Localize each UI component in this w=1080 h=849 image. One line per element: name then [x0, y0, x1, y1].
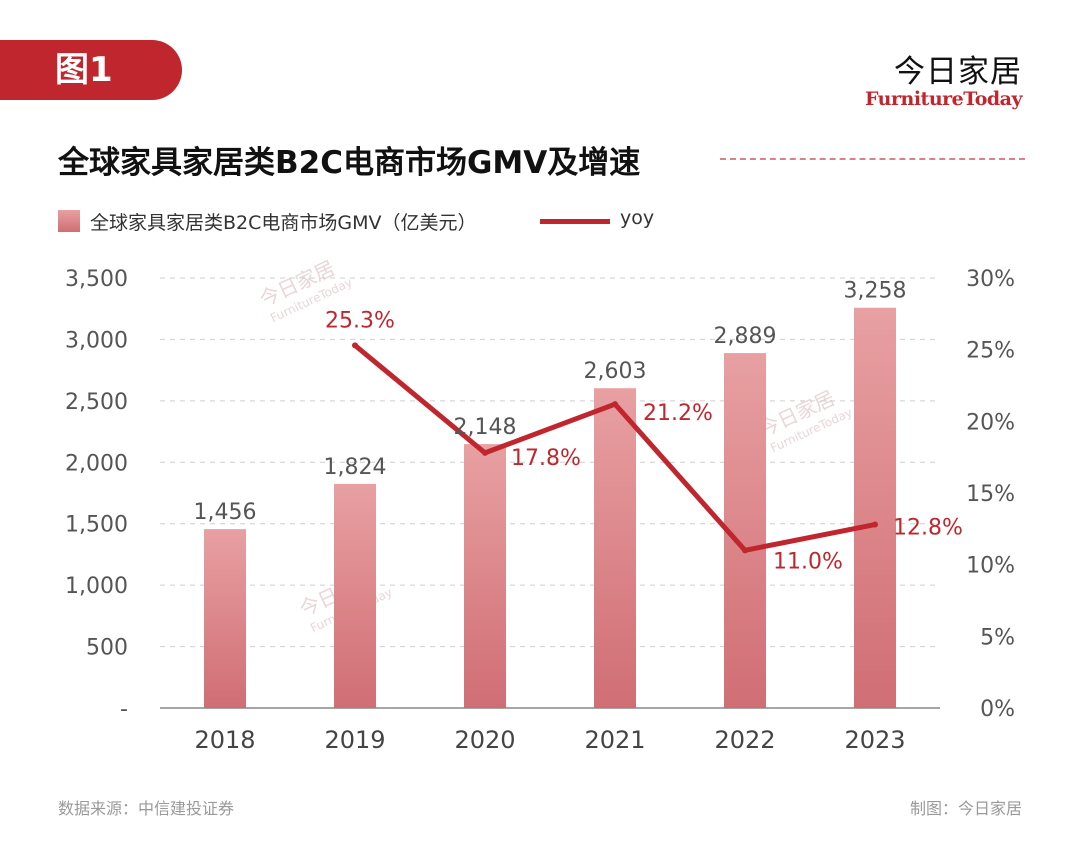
y-right-tick-label: 15%	[966, 482, 1015, 507]
x-tick-label: 2023	[844, 726, 905, 754]
y-right-tick-label: 5%	[980, 625, 1015, 650]
bar	[724, 353, 766, 708]
yoy-point	[352, 342, 358, 349]
yoy-data-label: 21.2%	[643, 401, 713, 426]
yoy-data-label: 25.3%	[325, 308, 395, 333]
y-left-tick-label: 3,000	[65, 328, 128, 353]
bar-data-label: 1,456	[194, 500, 257, 525]
yoy-data-label: 17.8%	[511, 446, 581, 471]
source-note: 数据来源：中信建投证券	[58, 799, 235, 818]
chart-title: 全球家具家居类B2C电商市场GMV及增速	[58, 145, 641, 181]
legend-bar-label: 全球家具家居类B2C电商市场GMV（亿美元）	[90, 212, 477, 234]
y-right-tick-label: 30%	[966, 267, 1015, 292]
y-right-tick-label: 20%	[966, 410, 1015, 435]
brand-logo-cn: 今日家居	[894, 54, 1022, 90]
y-left-tick-label: 3,500	[65, 267, 128, 292]
yoy-point	[742, 547, 748, 554]
bar-data-label: 2,889	[714, 324, 777, 349]
bar	[854, 307, 896, 708]
legend-line-swatch	[540, 219, 610, 224]
bar	[204, 529, 246, 708]
x-tick-label: 2022	[714, 726, 775, 754]
brand-logo-en: FurnitureToday	[865, 88, 1022, 110]
y-right-tick-label: 10%	[966, 554, 1015, 579]
legend-line-label: yoy	[620, 207, 655, 229]
x-tick-label: 2019	[324, 726, 385, 754]
credit-note: 制图：今日家居	[909, 799, 1022, 818]
yoy-data-label: 12.8%	[893, 516, 963, 541]
yoy-data-label: 11.0%	[773, 549, 843, 574]
bar-data-label: 1,824	[324, 455, 387, 480]
x-tick-label: 2020	[454, 726, 515, 754]
bar	[464, 444, 506, 708]
bar-data-label: 3,258	[844, 279, 907, 304]
bar-data-label: 2,603	[584, 359, 647, 384]
y-right-tick-label: 0%	[980, 697, 1015, 722]
y-left-tick-label: -	[120, 697, 128, 722]
yoy-point	[482, 449, 488, 456]
y-left-tick-label: 1,500	[65, 513, 128, 538]
bar-data-label: 2,148	[454, 415, 517, 440]
title-divider	[720, 158, 1025, 160]
bar	[594, 388, 636, 708]
yoy-point	[612, 401, 618, 408]
y-left-tick-label: 2,500	[65, 390, 128, 415]
y-left-tick-label: 2,000	[65, 451, 128, 476]
bar	[334, 483, 376, 708]
y-right-tick-label: 25%	[966, 339, 1015, 364]
y-left-tick-label: 500	[86, 636, 128, 661]
x-tick-label: 2021	[584, 726, 645, 754]
yoy-point	[872, 521, 878, 528]
figure-tag: 图1	[0, 40, 182, 100]
y-left-tick-label: 1,000	[65, 574, 128, 599]
legend-bar-swatch	[58, 210, 80, 232]
x-tick-label: 2018	[194, 726, 255, 754]
